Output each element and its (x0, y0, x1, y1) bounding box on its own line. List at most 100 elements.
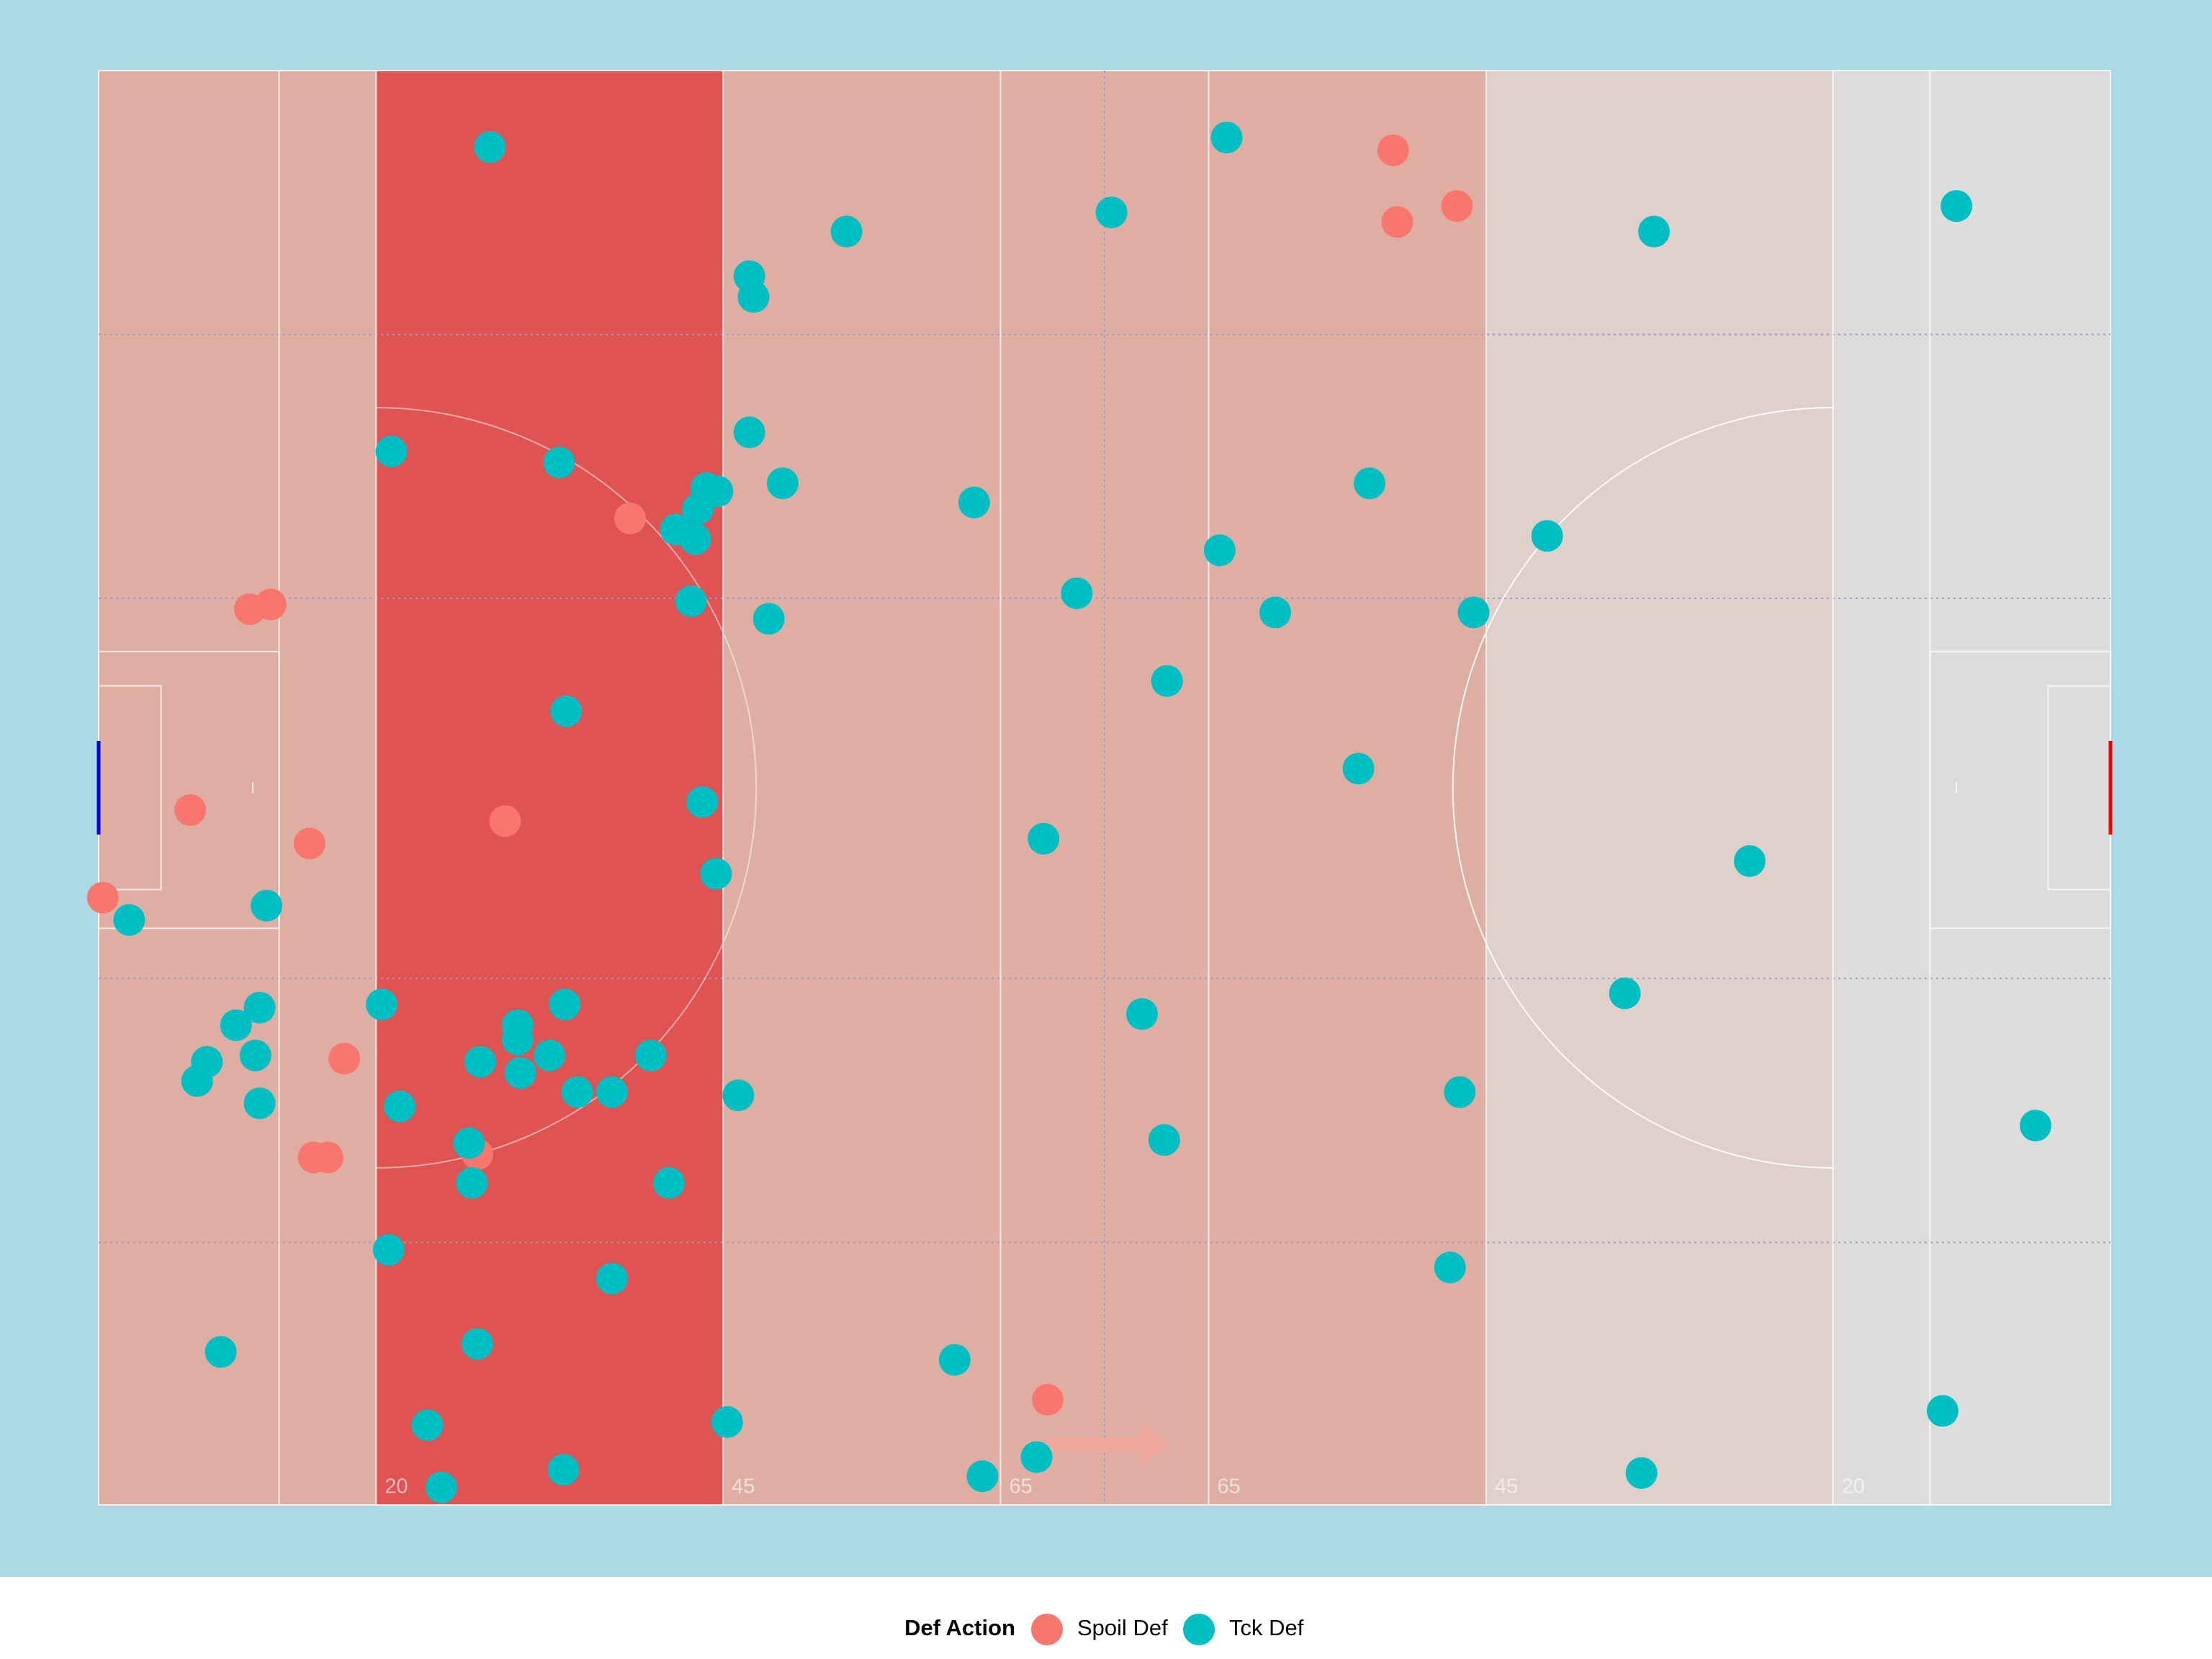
point (174, 793, 207, 826)
legend-label: Tck Def (1229, 1615, 1304, 1640)
point (375, 435, 408, 467)
point (679, 523, 711, 555)
legend-swatch (1031, 1614, 1063, 1645)
point (1354, 467, 1386, 500)
point (549, 989, 581, 1021)
point (1531, 520, 1563, 552)
point (534, 1039, 566, 1071)
point (733, 416, 765, 449)
pitch-line-label: 20 (1842, 1475, 1865, 1498)
zone (1833, 71, 2110, 1505)
point (311, 1141, 343, 1174)
point (239, 1039, 271, 1071)
pitch-line-label: 45 (1495, 1475, 1518, 1498)
point (711, 1406, 743, 1438)
point (1203, 534, 1236, 567)
point (1434, 1251, 1466, 1284)
point (1609, 977, 1641, 1010)
point (1148, 1124, 1180, 1156)
point (938, 1344, 971, 1376)
point (1020, 1441, 1053, 1473)
arc (1452, 407, 1833, 1169)
point (489, 805, 521, 837)
point (675, 585, 707, 618)
point (86, 881, 119, 914)
point (1734, 845, 1766, 877)
point (1342, 752, 1375, 785)
pitch-line-label: 20 (385, 1475, 408, 1498)
point (652, 1166, 685, 1199)
point (453, 1127, 485, 1159)
point (1638, 215, 1671, 248)
point (550, 695, 583, 727)
point (682, 493, 714, 525)
point (254, 588, 287, 621)
zone (99, 71, 377, 1505)
point (737, 281, 770, 313)
point (1031, 1383, 1064, 1416)
point (543, 446, 575, 479)
legend-label: Spoil Def (1077, 1615, 1168, 1640)
point (243, 992, 276, 1024)
point (456, 1166, 488, 1199)
point (1151, 665, 1183, 697)
point (464, 1046, 496, 1078)
point (1941, 190, 1973, 222)
point (1926, 1395, 1959, 1427)
point (595, 1262, 628, 1295)
point (243, 1087, 276, 1120)
point (474, 131, 506, 163)
zone (376, 71, 724, 1505)
point (700, 858, 732, 890)
point (328, 1043, 361, 1075)
point (293, 827, 325, 860)
point (501, 1023, 534, 1056)
point (366, 989, 398, 1021)
point (595, 1076, 628, 1108)
point (372, 1233, 405, 1266)
legend-swatch (1183, 1614, 1215, 1645)
point (547, 1454, 580, 1486)
point (2019, 1110, 2051, 1142)
point (1126, 998, 1159, 1030)
pitch-line-label: 65 (1009, 1475, 1032, 1498)
point (251, 889, 283, 922)
zone (723, 71, 1486, 1505)
point (561, 1076, 593, 1108)
point (686, 786, 719, 818)
point (958, 486, 990, 518)
pitch-line-label: 65 (1218, 1475, 1241, 1498)
point (1028, 822, 1060, 855)
point (220, 1009, 252, 1041)
point (181, 1065, 213, 1097)
pitch-markings: 20 45 65 65 45 20 (96, 70, 2113, 1506)
point (1381, 206, 1413, 238)
point (425, 1471, 457, 1503)
point (966, 1460, 999, 1493)
point (614, 502, 647, 534)
point (384, 1090, 416, 1123)
point (766, 467, 799, 500)
point (462, 1328, 494, 1360)
point (113, 904, 145, 936)
point (204, 1336, 237, 1368)
point (634, 1039, 667, 1071)
point (830, 215, 863, 248)
point (1210, 121, 1243, 153)
point (1061, 577, 1093, 609)
pitch-line-label: 45 (732, 1475, 755, 1498)
point (1457, 596, 1490, 629)
point (504, 1057, 536, 1089)
point (1625, 1457, 1658, 1489)
point (1444, 1076, 1476, 1108)
direction-arrow (1047, 1423, 1169, 1466)
point (1377, 134, 1409, 166)
points (86, 121, 2051, 1503)
point (752, 603, 785, 635)
pitch-zones (99, 71, 2110, 1505)
point (722, 1079, 755, 1112)
point (1095, 196, 1128, 228)
legend-title: Def Action (904, 1615, 1015, 1640)
point (1441, 190, 1473, 222)
